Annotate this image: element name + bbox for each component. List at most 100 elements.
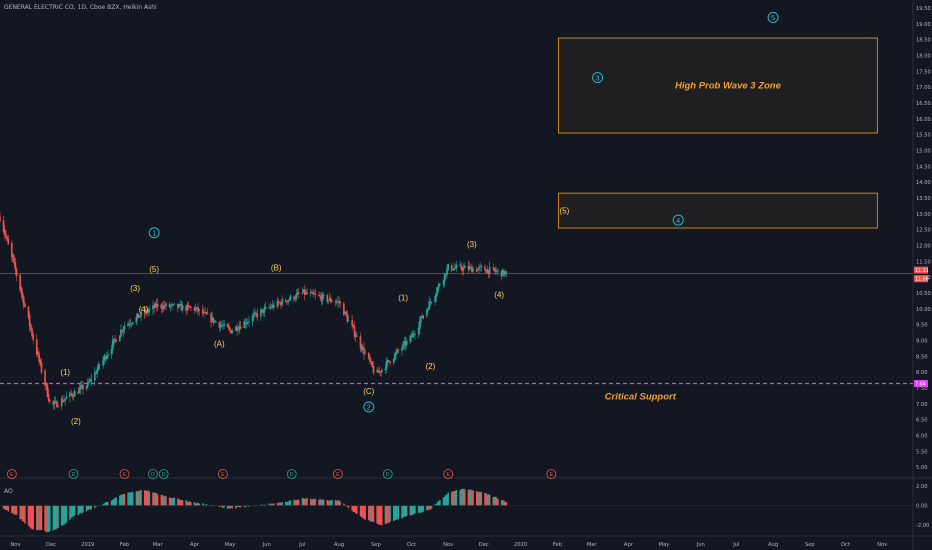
ao-bar bbox=[268, 503, 270, 506]
candle-body bbox=[422, 315, 425, 318]
candle-body bbox=[298, 292, 300, 294]
ao-bar bbox=[140, 490, 142, 506]
ao-bar bbox=[461, 488, 464, 506]
candle-body bbox=[114, 339, 116, 341]
ao-bar bbox=[11, 505, 13, 514]
candle-body bbox=[492, 267, 495, 269]
ao-bar bbox=[196, 503, 198, 506]
event-circle bbox=[443, 469, 454, 479]
ao-bar bbox=[419, 505, 421, 513]
candle-body bbox=[70, 393, 72, 395]
price-tick-label: 6.50 bbox=[916, 418, 928, 424]
ao-bar bbox=[14, 505, 17, 515]
event-letter: E bbox=[336, 472, 340, 478]
candle-body bbox=[38, 353, 40, 362]
price-tick-label: 12.00 bbox=[916, 243, 931, 249]
candle-body bbox=[201, 309, 204, 314]
ao-bar bbox=[429, 505, 432, 510]
ao-bar bbox=[464, 489, 466, 506]
candle-body bbox=[330, 298, 332, 302]
ao-bar bbox=[168, 497, 171, 506]
ao-bar bbox=[223, 505, 225, 508]
candle-body bbox=[164, 305, 166, 307]
candle-body bbox=[455, 264, 458, 268]
candle-body bbox=[21, 292, 24, 298]
candle-body bbox=[379, 371, 382, 373]
event-letter: D bbox=[151, 472, 155, 478]
time-tick-label: Feb bbox=[553, 542, 563, 548]
ao-bar bbox=[454, 490, 457, 506]
candle-body bbox=[378, 371, 381, 373]
ao-bar bbox=[178, 498, 180, 506]
ao-bar bbox=[460, 488, 462, 506]
ao-bar bbox=[147, 490, 149, 506]
ao-bar bbox=[145, 490, 147, 506]
event-letter: E bbox=[10, 472, 14, 478]
ao-bar bbox=[170, 498, 172, 506]
ao-bar bbox=[304, 498, 306, 506]
ao-bar bbox=[272, 503, 274, 506]
candle-body bbox=[172, 303, 174, 305]
earnings-marker: E bbox=[119, 469, 130, 479]
ao-bar bbox=[396, 505, 398, 520]
time-tick-label: Jul bbox=[298, 542, 305, 548]
candle-body bbox=[464, 265, 466, 268]
wave-label: (1) bbox=[60, 368, 70, 377]
ao-bar bbox=[129, 492, 132, 506]
candle-body bbox=[239, 326, 242, 329]
candle-body bbox=[281, 298, 283, 305]
ao-bar bbox=[411, 505, 414, 515]
ao-bar bbox=[452, 491, 454, 506]
candle-body bbox=[434, 295, 436, 302]
candle-body bbox=[28, 315, 31, 327]
ao-bar bbox=[279, 502, 281, 506]
candle-body bbox=[302, 289, 305, 293]
ao-bar bbox=[153, 492, 155, 506]
candle-body bbox=[47, 394, 50, 402]
candle-body bbox=[255, 312, 257, 314]
ao-bar bbox=[313, 499, 315, 506]
candle-body bbox=[136, 313, 139, 318]
time-tick-label: May bbox=[225, 542, 236, 548]
candle-body bbox=[442, 280, 445, 285]
ao-bar bbox=[327, 500, 330, 506]
ao-bar bbox=[6, 505, 8, 511]
ao-bar bbox=[435, 503, 438, 506]
ao-bar bbox=[181, 500, 184, 506]
event-letter: D bbox=[386, 472, 390, 478]
event-circle bbox=[382, 469, 393, 479]
ao-bar bbox=[115, 497, 117, 506]
price-tag-bg bbox=[914, 266, 928, 274]
candle-body bbox=[143, 312, 146, 314]
ao-bar bbox=[38, 505, 40, 530]
ao-bar bbox=[30, 505, 32, 529]
symbol-header[interactable]: GENERAL ELECTRIC CO, 1D, Cboe BZX, Heiki… bbox=[4, 4, 157, 11]
candle-body bbox=[52, 401, 55, 405]
candle-body bbox=[146, 310, 148, 313]
ao-bar bbox=[301, 498, 304, 506]
ao-bar bbox=[136, 491, 139, 506]
candle-body bbox=[327, 300, 330, 301]
ao-bar bbox=[344, 504, 346, 506]
ao-bar bbox=[288, 500, 291, 506]
wave3-target-zone bbox=[557, 37, 878, 134]
ao-bar bbox=[318, 499, 320, 506]
price-axis-tag: 7.64 bbox=[914, 379, 928, 387]
ao-bar bbox=[468, 489, 471, 506]
ao-bar bbox=[146, 491, 148, 506]
time-tick-label: Feb bbox=[120, 542, 130, 548]
candle-body bbox=[384, 368, 387, 370]
candle-body bbox=[346, 314, 349, 322]
ao-bar bbox=[179, 500, 181, 506]
ao-bar bbox=[164, 495, 166, 506]
ao-bar bbox=[194, 503, 197, 506]
ao-bar bbox=[85, 505, 88, 512]
candle-body bbox=[120, 329, 122, 337]
candle-body bbox=[82, 385, 84, 390]
candle-body bbox=[210, 313, 212, 323]
ao-bar bbox=[298, 499, 300, 506]
ao-bar bbox=[368, 505, 370, 521]
ao-bar bbox=[81, 505, 83, 514]
ao-bar bbox=[57, 505, 59, 528]
ao-bar bbox=[122, 493, 125, 506]
